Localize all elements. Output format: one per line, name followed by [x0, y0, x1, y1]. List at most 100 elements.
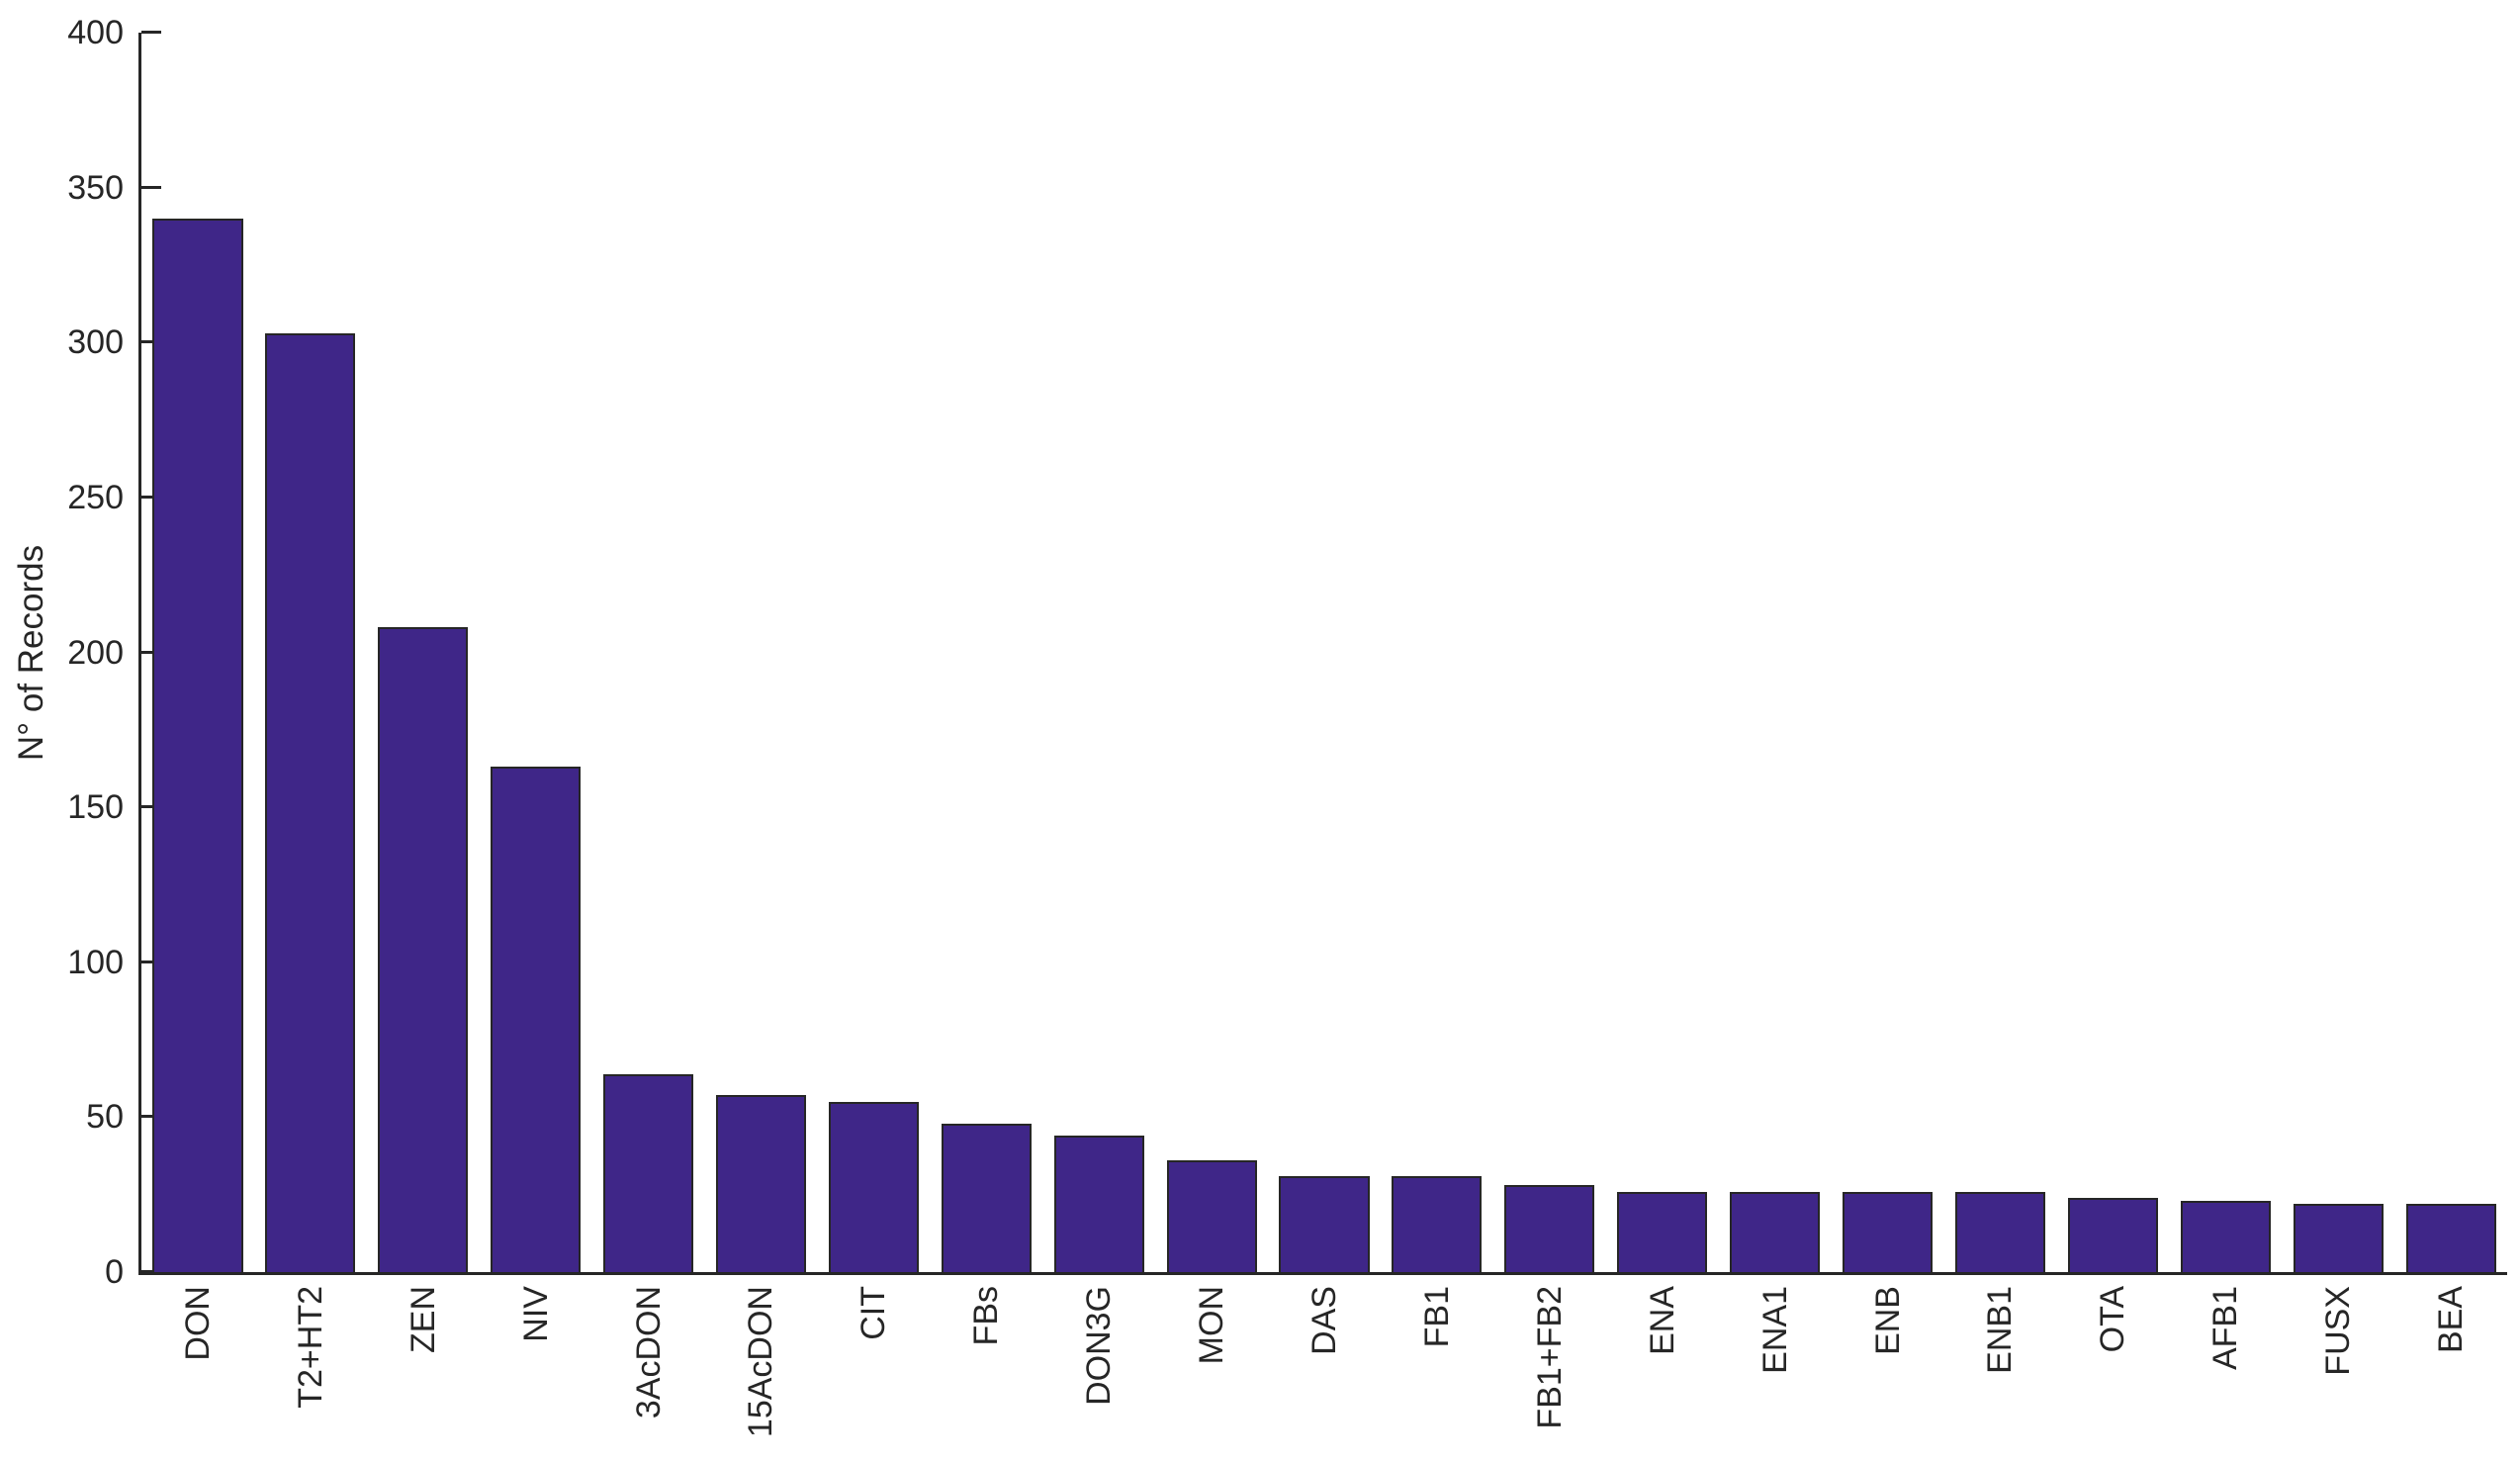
bar-T2+HT2: [265, 332, 356, 1272]
x-tick-cell: ENB1: [1944, 1286, 2057, 1463]
bar-15AcDON: [715, 1095, 807, 1272]
bar-slot: [592, 33, 705, 1272]
bar-slot: [1832, 33, 1944, 1272]
bar-DON: [152, 218, 243, 1272]
x-tick-cell: NIV: [480, 1286, 592, 1463]
bar-slot: [2394, 33, 2507, 1272]
x-tick-label-AFB1: AFB1: [2206, 1286, 2245, 1371]
bar-BEA: [2405, 1204, 2496, 1272]
bar-DON3G: [1053, 1136, 1144, 1272]
bar-AFB1: [2180, 1200, 2271, 1272]
x-tick-label-DON: DON: [178, 1286, 217, 1361]
x-tick-cell: 3AcDON: [592, 1286, 705, 1463]
bar-slot: [2282, 33, 2394, 1272]
x-tick-cell: FBs: [930, 1286, 1042, 1463]
x-tick-cell: AFB1: [2169, 1286, 2282, 1463]
x-tick-label-ENB: ENB: [1868, 1286, 1907, 1355]
y-tick-mark: [141, 495, 161, 499]
bar-OTA: [2067, 1197, 2158, 1272]
x-tick-cell: DAS: [1268, 1286, 1381, 1463]
x-tick-cell: FB1: [1381, 1286, 1493, 1463]
x-tick-cell: FB1+FB2: [1493, 1286, 1606, 1463]
bar-FBs: [941, 1123, 1032, 1272]
bar-slot: [1155, 33, 1268, 1272]
x-tick-cell: ENA1: [1719, 1286, 1832, 1463]
bar-3AcDON: [603, 1073, 694, 1272]
y-tick-mark: [141, 650, 161, 654]
x-tick-label-DAS: DAS: [1305, 1286, 1344, 1355]
x-tick-cell: T2+HT2: [254, 1286, 367, 1463]
x-tick-label-3AcDON: 3AcDON: [629, 1286, 668, 1419]
x-tick-label-NIV: NIV: [516, 1286, 555, 1342]
bar-MON: [1166, 1160, 1257, 1272]
bar-CIT: [828, 1101, 919, 1272]
y-tick-mark: [141, 960, 161, 963]
x-tick-cell: ENA: [1606, 1286, 1719, 1463]
x-tick-label-OTA: OTA: [2094, 1286, 2132, 1353]
bar-FB1+FB2: [1504, 1185, 1595, 1272]
bar-slot: [1268, 33, 1381, 1272]
bar-slot: [1381, 33, 1493, 1272]
bar-DAS: [1279, 1175, 1370, 1272]
x-tick-label-BEA: BEA: [2432, 1286, 2471, 1354]
bar-slot: [1719, 33, 1832, 1272]
x-tick-label-FBs: FBs: [967, 1286, 1006, 1346]
y-tick-label: 200: [67, 633, 124, 672]
x-tick-cell: DON3G: [1042, 1286, 1155, 1463]
bar-slot: [2056, 33, 2169, 1272]
bars-container: [141, 33, 2507, 1272]
bar-ENA1: [1730, 1191, 1821, 1272]
bar-slot: [254, 33, 367, 1272]
x-tick-cell: ENB: [1832, 1286, 1944, 1463]
bar-slot: [705, 33, 818, 1272]
x-tick-label-CIT: CIT: [855, 1286, 893, 1340]
x-tick-cell: MON: [1155, 1286, 1268, 1463]
x-tick-cell: 15AcDON: [705, 1286, 818, 1463]
bar-FB1: [1392, 1175, 1483, 1272]
y-tick-label: 50: [86, 1098, 124, 1137]
bar-slot: [1606, 33, 1719, 1272]
y-tick-label: 150: [67, 788, 124, 827]
x-tick-label-ZEN: ZEN: [404, 1286, 442, 1353]
bar-slot: [2169, 33, 2282, 1272]
y-tick-mark: [141, 340, 161, 344]
x-tick-cell: FUSX: [2282, 1286, 2394, 1463]
bar-ZEN: [378, 627, 469, 1272]
bar-slot: [1944, 33, 2057, 1272]
x-tick-label-15AcDON: 15AcDON: [742, 1286, 780, 1438]
x-tick-cell: BEA: [2394, 1286, 2507, 1463]
x-tick-label-MON: MON: [1193, 1286, 1231, 1365]
bar-slot: [817, 33, 930, 1272]
bar-slot: [1493, 33, 1606, 1272]
bar-FUSX: [2293, 1204, 2384, 1272]
bar-slot: [930, 33, 1042, 1272]
x-tick-label-FB1: FB1: [1417, 1286, 1456, 1348]
bar-ENB: [1842, 1191, 1934, 1272]
x-tick-cell: CIT: [817, 1286, 930, 1463]
x-tick-label-FUSX: FUSX: [2319, 1286, 2358, 1376]
bar-ENB1: [1954, 1191, 2046, 1272]
x-tick-cell: OTA: [2056, 1286, 2169, 1463]
x-tick-label-ENA: ENA: [1643, 1286, 1681, 1355]
x-tick-label-ENB1: ENB1: [1981, 1286, 2020, 1374]
y-tick-mark: [141, 185, 161, 189]
y-tick-label: 350: [67, 168, 124, 207]
plot-area: [138, 33, 2507, 1275]
bar-slot: [367, 33, 480, 1272]
x-tick-label-ENA1: ENA1: [1755, 1286, 1794, 1374]
y-tick-label: 250: [67, 478, 124, 516]
bar-NIV: [491, 767, 582, 1272]
y-tick-mark: [141, 805, 161, 809]
x-axis-labels: DON T2+HT2 ZEN NIV 3AcDON 15AcDON CIT FBs DON3G M…: [141, 1286, 2507, 1463]
bar-ENA: [1617, 1191, 1708, 1272]
y-tick-label: 300: [67, 323, 124, 362]
x-tick-cell: DON: [141, 1286, 254, 1463]
y-tick-label: 400: [67, 14, 124, 51]
bar-slot: [480, 33, 592, 1272]
x-tick-cell: ZEN: [367, 1286, 480, 1463]
bar-slot: [1042, 33, 1155, 1272]
x-tick-label-DON3G: DON3G: [1080, 1286, 1119, 1406]
x-tick-label-T2+HT2: T2+HT2: [291, 1286, 329, 1409]
y-tick-mark: [141, 1115, 161, 1119]
